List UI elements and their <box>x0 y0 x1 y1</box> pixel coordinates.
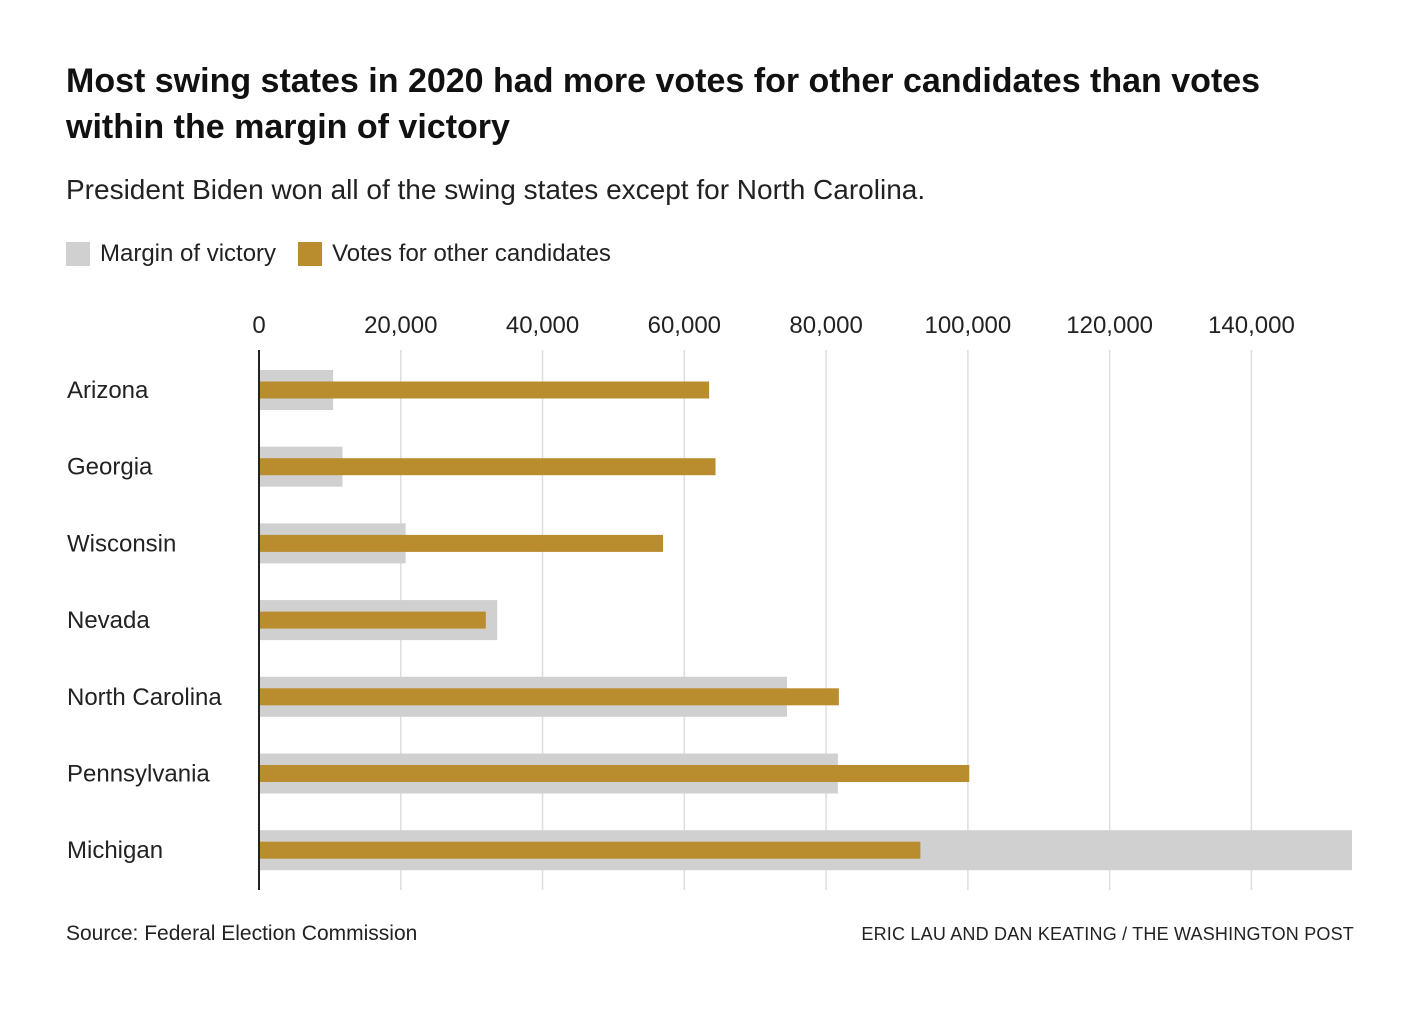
category-label: Wisconsin <box>67 530 176 557</box>
bar-votes-other-candidates <box>259 458 716 476</box>
credit-line: ERIC LAU AND DAN KEATING / THE WASHINGTO… <box>861 924 1354 944</box>
category-label: Michigan <box>67 837 163 864</box>
x-tick-label: 0 <box>252 312 265 339</box>
source-note: Source: Federal Election Commission <box>66 922 418 945</box>
legend-item-margin: Margin of victory <box>66 240 276 268</box>
category-label: Pennsylvania <box>67 761 210 788</box>
bar-votes-other-candidates <box>259 688 839 706</box>
legend-label-other: Votes for other candidates <box>332 240 611 267</box>
x-tick-label: 80,000 <box>789 312 862 339</box>
bar-votes-other-candidates <box>259 841 921 859</box>
category-label: Georgia <box>67 454 153 481</box>
x-tick-label: 140,000 <box>1208 312 1295 339</box>
x-tick-label: 40,000 <box>506 312 579 339</box>
legend: Margin of victory Votes for other candid… <box>66 238 633 270</box>
x-tick-label: 100,000 <box>924 312 1011 339</box>
chart-subtitle: President Biden won all of the swing sta… <box>66 174 926 205</box>
legend-label-margin: Margin of victory <box>100 240 277 267</box>
legend-item-other: Votes for other candidates <box>298 240 611 268</box>
bar-votes-other-candidates <box>259 534 664 552</box>
bar-chart: 0 20,000 40,000 60,000 80,000 100,000 120,000 1… <box>67 312 1352 890</box>
bar-votes-other-candidates <box>259 765 970 782</box>
x-tick-label: 60,000 <box>648 312 721 339</box>
x-tick-label: 20,000 <box>364 312 437 339</box>
legend-swatch-other <box>298 242 323 266</box>
bar-votes-other-candidates <box>259 381 710 399</box>
legend-swatch-margin <box>66 242 90 266</box>
chart-title: Most swing states in 2020 had more votes… <box>66 62 1261 146</box>
bar-votes-other-candidates <box>259 611 486 629</box>
x-tick-label: 120,000 <box>1066 312 1153 339</box>
category-label: Arizona <box>67 377 149 404</box>
category-label: North Carolina <box>67 684 222 711</box>
category-label: Nevada <box>67 607 150 634</box>
